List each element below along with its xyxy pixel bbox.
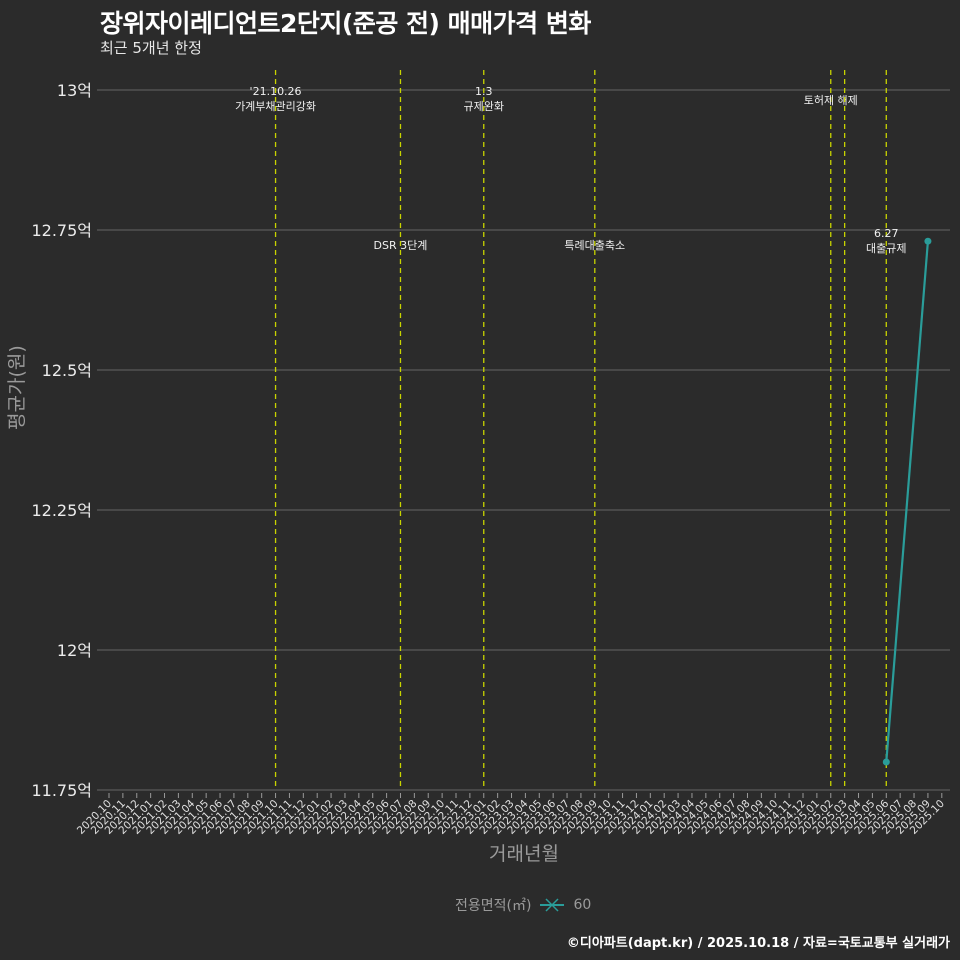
y-tick-label: 13억 [57,81,92,100]
price-line [885,241,930,763]
data-point [882,758,890,766]
legend-item-label: 60 [573,897,592,913]
data-point [924,237,932,245]
policy-event-label: 규제완화 [464,100,504,113]
y-tick-label: 12.25억 [31,501,92,520]
y-tick-label: 11.75억 [31,781,92,800]
y-tick-label: 12억 [57,641,92,660]
policy-event-label: 특례대출축소 [564,239,625,252]
y-tick-label: 12.75억 [31,221,92,240]
policy-event-label: 1.3 [475,85,493,98]
policy-event-label: '21.10.26 [250,85,302,98]
source-caption: ©디아파트(dapt.kr) / 2025.10.18 / 자료=국토교통부 실… [566,936,950,951]
policy-event-label: 6.27 [874,227,899,240]
policy-event-label: 대출규제 [866,242,906,255]
policy-event-label: DSR 3단계 [374,239,428,252]
legend-title: 전용면적(㎡) [455,898,532,914]
chart-title: 장위자이레디언트2단지(준공 전) 매매가격 변화 [100,9,591,38]
x-axis-label: 거래년월 [489,843,559,865]
y-tick-label: 12.5억 [42,361,92,380]
chart-subtitle: 최근 5개년 한정 [100,39,202,57]
legend: 전용면적(㎡) 60 [455,895,591,915]
policy-event-label: 가계부채관리강화 [235,100,316,113]
legend-key-icon [539,895,565,915]
policy-event-label: 토허제 해제 [804,93,858,107]
